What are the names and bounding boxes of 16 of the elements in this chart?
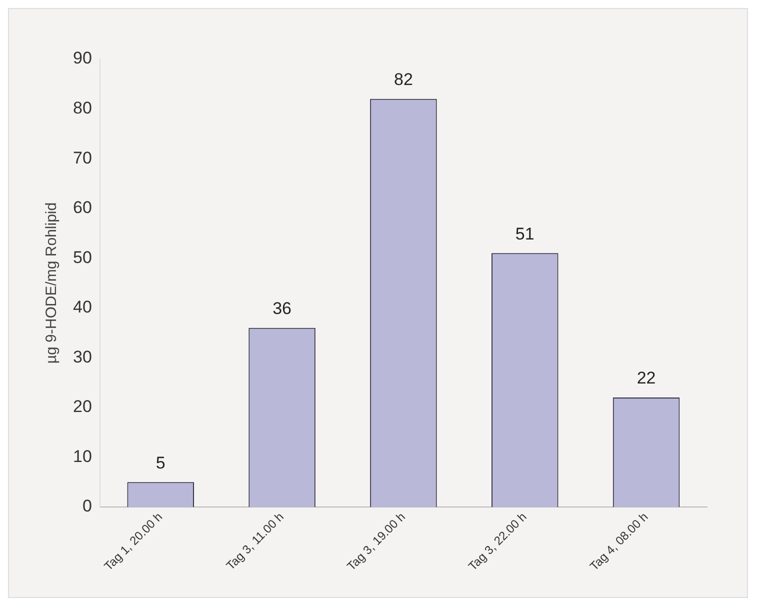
y-tick-label: 10 <box>72 446 92 466</box>
data-label: 82 <box>394 70 413 90</box>
y-tick-label: 90 <box>72 48 92 68</box>
y-tick-label: 70 <box>72 148 92 168</box>
y-tick-label: 50 <box>72 248 92 267</box>
y-tick-label: 80 <box>72 98 92 118</box>
y-tick-label: 0 <box>82 496 92 516</box>
data-label: 5 <box>156 453 166 472</box>
y-tick-label: 40 <box>72 298 92 317</box>
y-tick-label: 30 <box>72 347 92 366</box>
data-label: 36 <box>272 299 292 318</box>
data-label: 22 <box>636 368 656 388</box>
y-tick-label: 20 <box>72 397 92 416</box>
y-tick-label: 60 <box>72 198 92 218</box>
y-axis-title: µg 9-HODE/mg Rohlipid <box>43 202 60 364</box>
data-label: 51 <box>515 224 534 244</box>
